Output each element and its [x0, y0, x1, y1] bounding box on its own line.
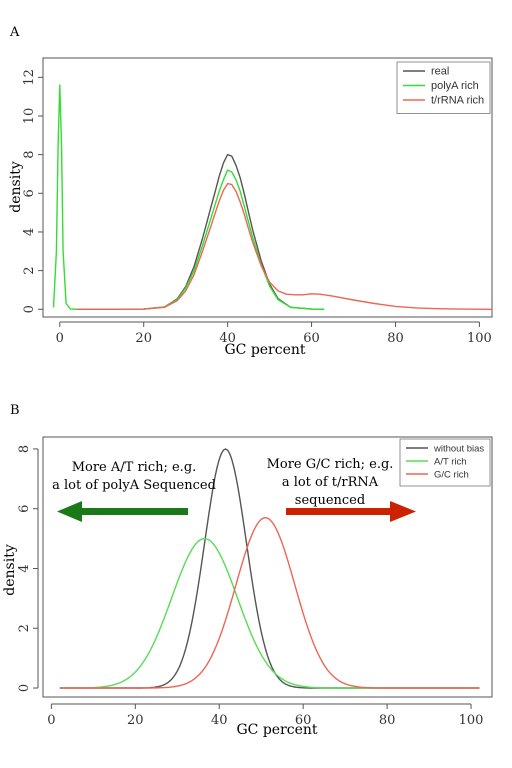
panel-b-y-tick-label: 0 — [17, 684, 32, 692]
panel-a-y-tick-label: 6 — [22, 189, 37, 197]
right-annotation-line-3: sequenced — [295, 493, 365, 508]
panel-a-legend: real polyA rich t/rRNA rich — [396, 61, 491, 114]
right-arrow-head — [390, 501, 416, 522]
panel-b-series-line-2 — [59, 517, 480, 689]
panel-b-y-tick-label: 4 — [17, 564, 32, 572]
panel-a-y-tick-label: 0 — [22, 305, 37, 313]
panel-a-x-tick-label: 40 — [219, 331, 236, 346]
left-annotation-line-2: a lot of polyA Sequenced — [52, 478, 216, 493]
right-annotation: More G/C rich; e.g. a lot of t/rRNA sequ… — [267, 457, 416, 522]
panel-a: A 0 20 40 60 80 100 0 2 4 6 8 10 12 real polyA rich t/r… — [8, 25, 493, 358]
panel-b-y-tick-label: 8 — [17, 445, 32, 453]
panel-b-legend: without bias A/T rich G/C rich — [399, 438, 491, 487]
panel-b-label: B — [10, 403, 20, 418]
panel-b-x-tick-label: 40 — [211, 713, 228, 728]
panel-a-y-tick-label: 10 — [22, 108, 37, 125]
panel-a-y-tick-label: 12 — [22, 69, 37, 86]
panel-b-y-tick-label: 2 — [17, 624, 32, 632]
panel-a-y-tick-label: 2 — [22, 266, 37, 274]
panel-b-x-tick-label: 100 — [459, 713, 484, 728]
panel-b-plot-frame — [42, 436, 493, 698]
panel-a-series-line-2 — [76, 182, 493, 310]
panel-a-x-tick-label: 0 — [56, 331, 64, 346]
panel-a-x-tick-label: 20 — [135, 331, 152, 346]
panel-a-legend-label-2: t/rRNA rich — [431, 95, 484, 107]
panel-a-legend-label-0: real — [431, 66, 449, 78]
panel-b-xlabel: GC percent — [236, 722, 317, 738]
panel-a-plot: 0 20 40 60 80 100 0 2 4 6 8 10 12 real polyA rich t/rRN… — [22, 57, 493, 346]
panel-b: B 0 20 40 60 80 100 0 2 4 6 8 without bias A/T rich G… — [2, 403, 493, 738]
right-arrow — [286, 501, 416, 522]
panel-b-legend-box — [399, 438, 491, 487]
right-annotation-line-1: More G/C rich; e.g. — [267, 457, 394, 472]
panel-a-label: A — [9, 25, 20, 40]
panel-b-legend-label-2: G/C rich — [434, 470, 469, 481]
panel-b-plot: 0 20 40 60 80 100 0 2 4 6 8 without bias A/T rich G/C… — [17, 436, 493, 728]
right-annotation-line-2: a lot of t/rRNA — [282, 475, 379, 490]
right-arrow-shaft — [286, 508, 390, 515]
panel-b-legend-label-1: A/T rich — [434, 457, 467, 468]
panel-a-xlabel: GC percent — [224, 342, 305, 358]
panel-b-legend-label-0: without bias — [433, 444, 484, 455]
panel-a-x-tick-label: 80 — [387, 331, 404, 346]
left-arrow — [57, 501, 188, 522]
panel-b-x-tick-label: 0 — [47, 713, 55, 728]
panel-a-ylabel: density — [8, 161, 24, 213]
panel-b-ylabel: density — [2, 544, 18, 596]
panel-a-y-tick-label: 4 — [22, 228, 37, 236]
panel-b-series-line-1 — [59, 537, 480, 689]
panel-a-legend-label-1: polyA rich — [431, 80, 479, 92]
panel-a-series-line-0 — [76, 153, 325, 310]
left-annotation-line-1: More A/T rich; e.g. — [72, 460, 197, 475]
panel-b-x-tick-label: 80 — [379, 713, 396, 728]
left-arrow-shaft — [82, 508, 188, 515]
panel-a-series-line-1 — [52, 84, 325, 310]
left-arrow-head — [57, 501, 82, 522]
panel-a-x-tick-label: 60 — [303, 331, 320, 346]
left-annotation: More A/T rich; e.g. a lot of polyA Seque… — [52, 460, 216, 522]
panel-b-x-tick-label: 60 — [295, 713, 312, 728]
panel-b-x-tick-label: 20 — [127, 713, 144, 728]
panel-a-y-tick-label: 8 — [22, 151, 37, 159]
panel-a-x-tick-label: 100 — [467, 331, 492, 346]
panel-b-y-tick-label: 6 — [17, 505, 32, 513]
